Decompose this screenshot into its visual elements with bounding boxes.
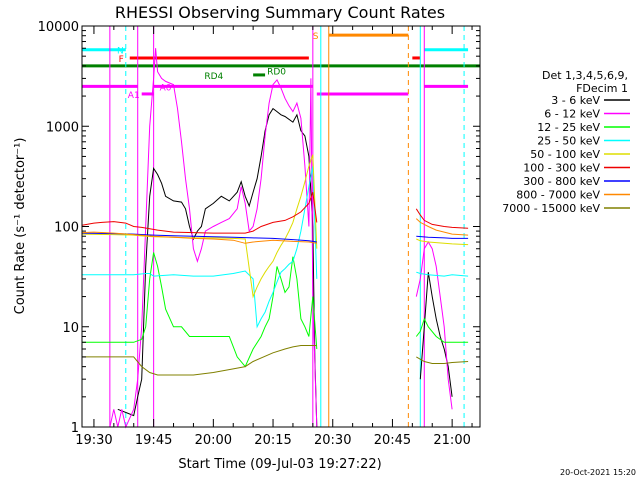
flag-label: N	[117, 47, 124, 57]
x-tick-label: 19:30	[75, 433, 112, 448]
timestamp: 20-Oct-2021 15:20	[560, 468, 636, 477]
legend-label: 7000 - 15000 keV	[502, 202, 600, 215]
chart-title: RHESSI Observing Summary Count Rates	[115, 3, 445, 22]
series-line	[81, 154, 318, 299]
y-tick-label: 1000	[46, 120, 79, 135]
x-tick-label: 20:15	[254, 433, 291, 448]
x-tick-label: 21:00	[433, 433, 470, 448]
series-line	[415, 218, 469, 236]
series-line	[416, 235, 469, 239]
legend-label: 50 - 100 keV	[530, 148, 600, 161]
y-tick-label: 10000	[38, 20, 79, 35]
legend-label: 300 - 800 keV	[523, 175, 600, 188]
series-line	[82, 166, 318, 329]
legend-label: 6 - 12 keV	[544, 108, 600, 121]
x-axis-label: Start Time (09-Jul-03 19:27:22)	[178, 457, 381, 472]
flags-layer: NF RD0 RD4 A0 A1 S	[82, 32, 480, 101]
series-line	[416, 271, 469, 277]
series-line	[415, 241, 453, 410]
x-axis: 19:30 19:45 20:00 20:15 20:30 20:45 21:00	[75, 26, 473, 448]
flag-label: RD4	[204, 72, 223, 82]
y-tick-label: 10	[62, 321, 79, 336]
series-line	[416, 238, 469, 246]
series-line	[82, 345, 317, 376]
legend-label: 25 - 50 keV	[537, 135, 600, 148]
series-line	[419, 272, 453, 397]
flag-label: A1	[128, 91, 140, 101]
series-line	[109, 48, 318, 429]
series-line	[81, 231, 317, 244]
series-line	[416, 356, 469, 364]
y-tick-label: 100	[54, 221, 79, 236]
legend-header: Det 1,3,4,5,6,9,	[542, 69, 628, 82]
y-axis-label: Count Rate (s⁻¹ detector⁻¹)	[13, 138, 28, 315]
flag-label: RD0	[267, 67, 286, 77]
series-line	[82, 252, 318, 368]
y-tick-label: 1	[71, 421, 79, 436]
x-tick-label: 20:30	[314, 433, 351, 448]
series-layer	[81, 48, 469, 429]
flag-label: A0	[160, 83, 172, 93]
x-tick-label: 19:45	[135, 433, 172, 448]
legend-label: 100 - 300 keV	[523, 162, 600, 175]
legend-label: 12 - 25 keV	[537, 121, 600, 134]
series-line	[81, 192, 318, 234]
flag-label: F	[119, 55, 124, 65]
legend-label: 3 - 6 keV	[551, 94, 600, 107]
y-axis: 1 10 100 1000 10000	[38, 20, 480, 436]
legend-label: 800 - 7000 keV	[516, 189, 600, 202]
x-tick-label: 20:00	[195, 433, 232, 448]
legend-header: FDecim 1	[576, 82, 628, 95]
series-line	[415, 317, 469, 343]
x-tick-label: 20:45	[374, 433, 411, 448]
series-line	[415, 208, 469, 229]
flag-label: S	[313, 32, 319, 42]
series-line	[117, 107, 318, 428]
